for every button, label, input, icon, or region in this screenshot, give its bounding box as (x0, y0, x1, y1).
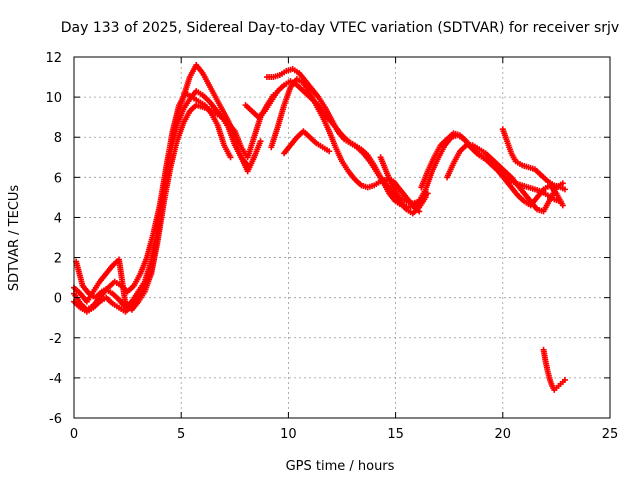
data-point (416, 208, 423, 215)
chart-title: Day 133 of 2025, Sidereal Day-to-day VTE… (61, 20, 619, 36)
x-tick-label: 0 (70, 427, 78, 442)
data-point (559, 180, 566, 187)
data-point (559, 202, 566, 209)
data-point (227, 154, 234, 161)
data-point (561, 376, 568, 383)
data-point (257, 138, 264, 145)
axis-ticks: 0 5 10 15 20 25 -6 -4 -2 0 2 4 6 8 10 12 (45, 51, 618, 442)
y-tick-label: 10 (45, 91, 62, 106)
x-tick-label: 20 (495, 427, 512, 442)
y-tick-label: 2 (54, 252, 62, 267)
y-tick-label: -2 (49, 332, 62, 347)
x-tick-label: 15 (387, 427, 404, 442)
y-tick-label: -6 (49, 412, 62, 427)
y-tick-label: 0 (54, 292, 62, 307)
y-tick-label: 12 (45, 51, 62, 66)
y-tick-label: 6 (54, 171, 62, 186)
y-axis-label: SDTVAR / TECUs (7, 185, 22, 292)
grid (74, 57, 610, 418)
x-tick-label: 5 (177, 427, 185, 442)
data-points (71, 62, 568, 393)
x-axis-label: GPS time / hours (286, 459, 395, 474)
plot-frame (73, 56, 611, 419)
data-point (326, 148, 333, 155)
y-tick-label: 8 (54, 131, 62, 146)
x-tick-label: 10 (280, 427, 297, 442)
y-tick-label: -4 (49, 372, 62, 387)
y-tick-label: 4 (54, 211, 62, 226)
x-tick-label: 25 (602, 427, 619, 442)
data-point (561, 186, 568, 193)
data-point (244, 162, 251, 169)
